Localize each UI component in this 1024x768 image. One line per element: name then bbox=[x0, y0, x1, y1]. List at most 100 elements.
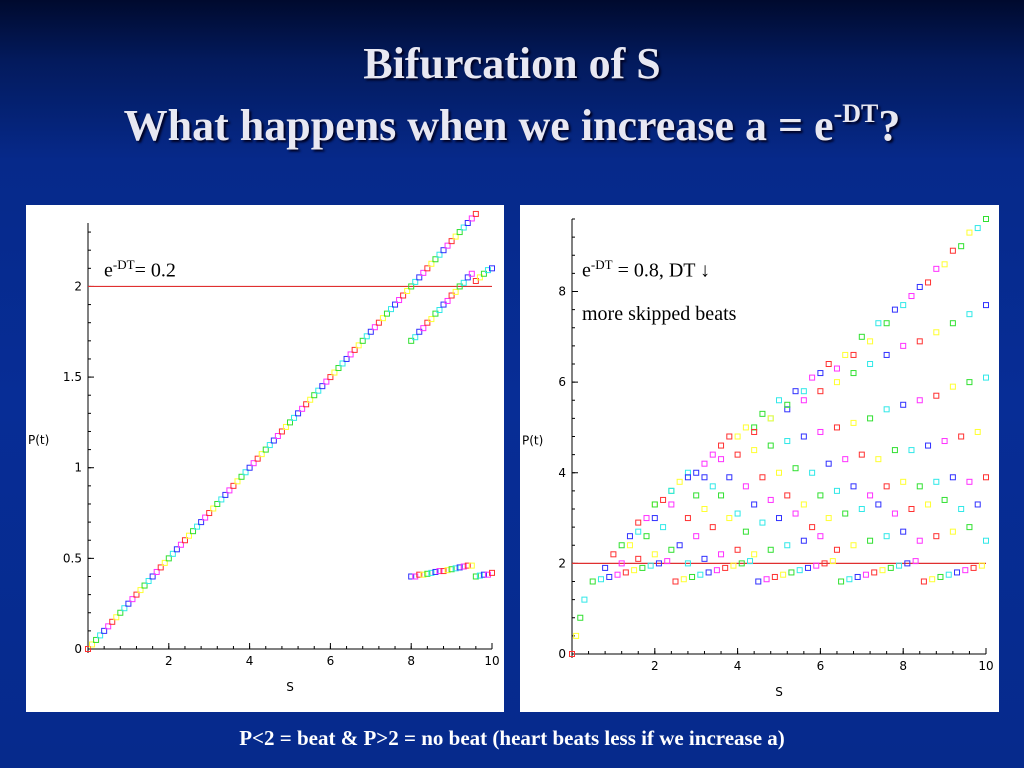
right-data-point bbox=[809, 524, 816, 531]
right-data-point bbox=[850, 542, 857, 549]
left-y-tick-label: 2 bbox=[74, 279, 82, 293]
right-data-point bbox=[900, 478, 907, 485]
right-y-tick-label: 6 bbox=[558, 375, 566, 389]
right-data-point bbox=[589, 578, 596, 585]
left-data-point bbox=[351, 346, 358, 353]
left-data-point bbox=[408, 337, 415, 344]
right-data-point bbox=[742, 424, 749, 431]
right-data-point bbox=[933, 533, 940, 540]
right-data-point bbox=[829, 558, 836, 565]
right-data-point bbox=[718, 551, 725, 558]
left-data-point bbox=[303, 401, 310, 408]
right-data-point bbox=[751, 551, 758, 558]
right-chart-svg: 0 2 4 6 8 2 4 6 8 10 S P(t) bbox=[522, 216, 994, 699]
left-data-point bbox=[480, 270, 487, 277]
right-data-point bbox=[635, 555, 642, 562]
left-data-point bbox=[484, 571, 491, 578]
right-data-point bbox=[780, 571, 787, 578]
left-data-point bbox=[452, 233, 459, 240]
left-data-point bbox=[299, 405, 306, 412]
left-annot-base: e bbox=[104, 259, 113, 282]
right-data-point bbox=[635, 528, 642, 535]
right-data-point bbox=[809, 469, 816, 476]
left-data-point bbox=[113, 614, 120, 621]
right-data-point bbox=[854, 573, 861, 580]
left-data-point bbox=[343, 355, 350, 362]
left-data-point bbox=[436, 251, 443, 258]
left-data-point bbox=[404, 287, 411, 294]
left-data-point bbox=[319, 383, 326, 390]
right-data-point bbox=[958, 433, 965, 440]
left-data-point bbox=[169, 550, 176, 557]
right-data-point bbox=[833, 546, 840, 553]
right-data-point bbox=[755, 578, 762, 585]
right-data-point bbox=[883, 320, 890, 327]
right-data-point bbox=[705, 569, 712, 576]
left-data-point bbox=[400, 292, 407, 299]
right-x-tick-label: 2 bbox=[651, 659, 659, 673]
right-data-point bbox=[689, 573, 696, 580]
left-y-tick-label: 0.5 bbox=[63, 551, 82, 565]
left-data-point bbox=[472, 210, 479, 217]
right-data-point bbox=[784, 492, 791, 499]
right-data-point bbox=[833, 487, 840, 494]
right-data-point bbox=[618, 542, 625, 549]
left-data-point bbox=[291, 414, 298, 421]
right-data-point bbox=[651, 551, 658, 558]
right-data-point bbox=[776, 397, 782, 404]
left-data-point bbox=[464, 562, 471, 569]
left-data-point bbox=[408, 573, 415, 580]
left-data-point bbox=[186, 532, 192, 539]
right-data-point bbox=[908, 506, 915, 512]
right-data-point bbox=[792, 465, 799, 472]
right-data-point bbox=[684, 474, 691, 481]
right-data-point bbox=[925, 442, 932, 449]
left-data-point bbox=[464, 274, 471, 281]
left-data-point bbox=[93, 636, 100, 643]
right-data-point bbox=[713, 567, 720, 574]
right-data-point bbox=[751, 501, 758, 508]
right-data-point bbox=[722, 564, 729, 571]
right-data-point bbox=[800, 537, 807, 544]
right-data-point bbox=[867, 492, 874, 499]
right-data-point bbox=[883, 406, 890, 413]
right-data-point bbox=[668, 487, 675, 494]
right-data-point bbox=[651, 501, 658, 508]
left-data-point bbox=[89, 641, 96, 648]
right-x-tick-label: 4 bbox=[734, 659, 742, 673]
right-data-point bbox=[850, 419, 857, 426]
right-data-point bbox=[916, 283, 923, 290]
right-data-point bbox=[676, 478, 683, 485]
left-data-point bbox=[424, 265, 431, 272]
right-data-point bbox=[573, 632, 580, 639]
right-data-point bbox=[842, 351, 849, 358]
right-data-point bbox=[842, 510, 849, 517]
right-data-point bbox=[883, 483, 890, 490]
left-data-point bbox=[476, 274, 483, 281]
right-data-point bbox=[983, 216, 989, 222]
right-data-point bbox=[668, 487, 675, 494]
left-data-point bbox=[448, 566, 455, 573]
left-data-point bbox=[198, 519, 205, 526]
right-data-point bbox=[776, 515, 782, 522]
right-data-point bbox=[949, 383, 956, 390]
right-data-point bbox=[983, 537, 989, 544]
right-data-point bbox=[709, 451, 716, 458]
right-data-point bbox=[867, 361, 874, 367]
right-data-point bbox=[833, 424, 840, 431]
right-x-tick-label: 8 bbox=[899, 659, 907, 673]
right-data-point bbox=[796, 567, 803, 574]
left-data-point bbox=[388, 306, 394, 313]
left-data-point bbox=[238, 473, 245, 480]
right-y-tick-label: 8 bbox=[558, 285, 566, 299]
right-data-point bbox=[800, 388, 807, 395]
left-data-point bbox=[484, 267, 491, 274]
left-annot-sup: -DT bbox=[112, 257, 135, 272]
left-data-point bbox=[226, 487, 233, 494]
right-data-point bbox=[862, 571, 869, 578]
right-data-point bbox=[966, 229, 973, 236]
right-data-point bbox=[817, 428, 824, 435]
left-data-point bbox=[278, 428, 285, 435]
right-data-point bbox=[941, 496, 948, 503]
right-data-point bbox=[738, 560, 745, 567]
